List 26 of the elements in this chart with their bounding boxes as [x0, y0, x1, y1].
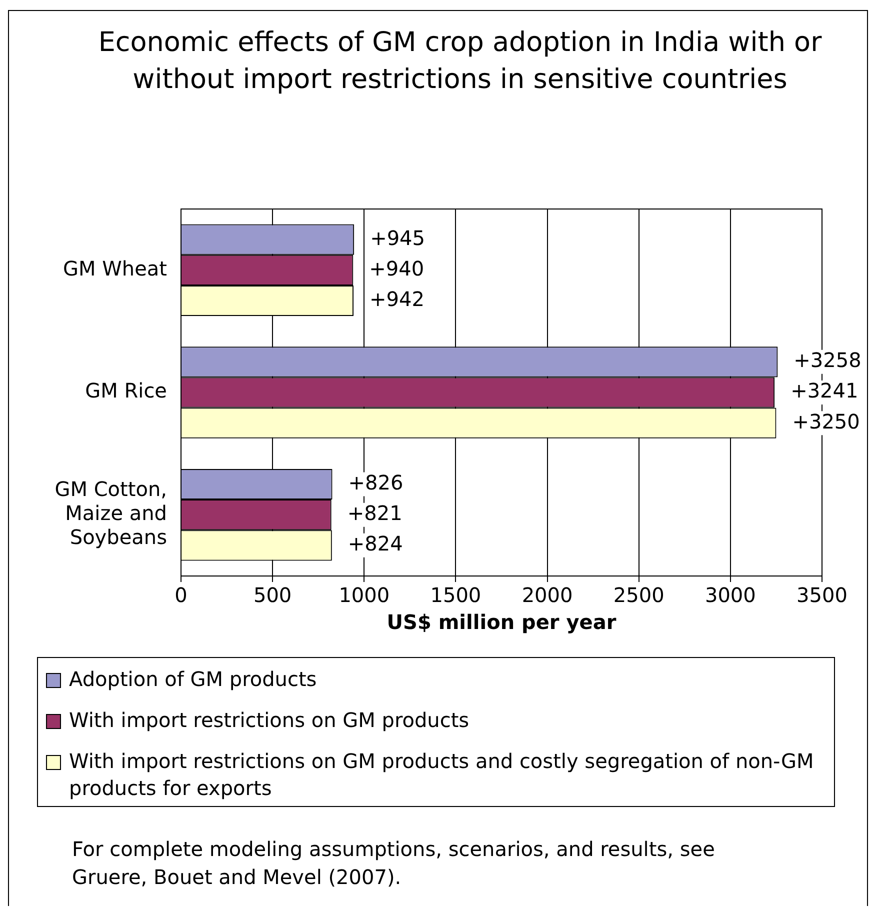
x-tick-label: 2000: [522, 583, 573, 608]
data-label: +821: [347, 501, 402, 526]
data-label: +824: [348, 532, 403, 556]
x-tick-label: 0: [174, 583, 188, 608]
x-tick-label: 2500: [613, 583, 664, 608]
x-tick-label: 1000: [338, 583, 390, 608]
y-tick-label: GM Rice: [85, 378, 167, 403]
data-label: +3250: [792, 409, 860, 434]
data-label: +945: [370, 226, 426, 250]
data-label: +3258: [794, 348, 862, 372]
data-label: +940: [369, 256, 424, 280]
x-axis-title: US$ million per year: [386, 610, 616, 634]
y-tick-label: GM Wheat: [63, 256, 168, 280]
legend-label: With import restrictions on GM products and costly segregation of non-GM products for exports: [69, 748, 815, 802]
legend-label: Adoption of GM products: [69, 666, 317, 693]
y-tick-label: GM Cotton, Maize and Soybeans: [54, 477, 167, 550]
x-tick-label: 500: [253, 583, 292, 608]
legend-label: With import restrictions on GM products: [69, 707, 470, 734]
data-label: +826: [348, 470, 404, 494]
x-tick-label: 3500: [796, 583, 848, 608]
text: For complete modeling assumptions, scenarios, and results, see Gruere, Bouet and Mevel (2007).: [72, 836, 716, 891]
x-tick-label: 1500: [430, 583, 482, 608]
data-label: +942: [370, 286, 424, 311]
x-tick-label: 3000: [704, 583, 756, 608]
data-label: +3241: [790, 378, 858, 403]
chart-title: Economic effects of GM crop adoption in India with or without import restrictions in sensitive countries: [97, 26, 823, 97]
